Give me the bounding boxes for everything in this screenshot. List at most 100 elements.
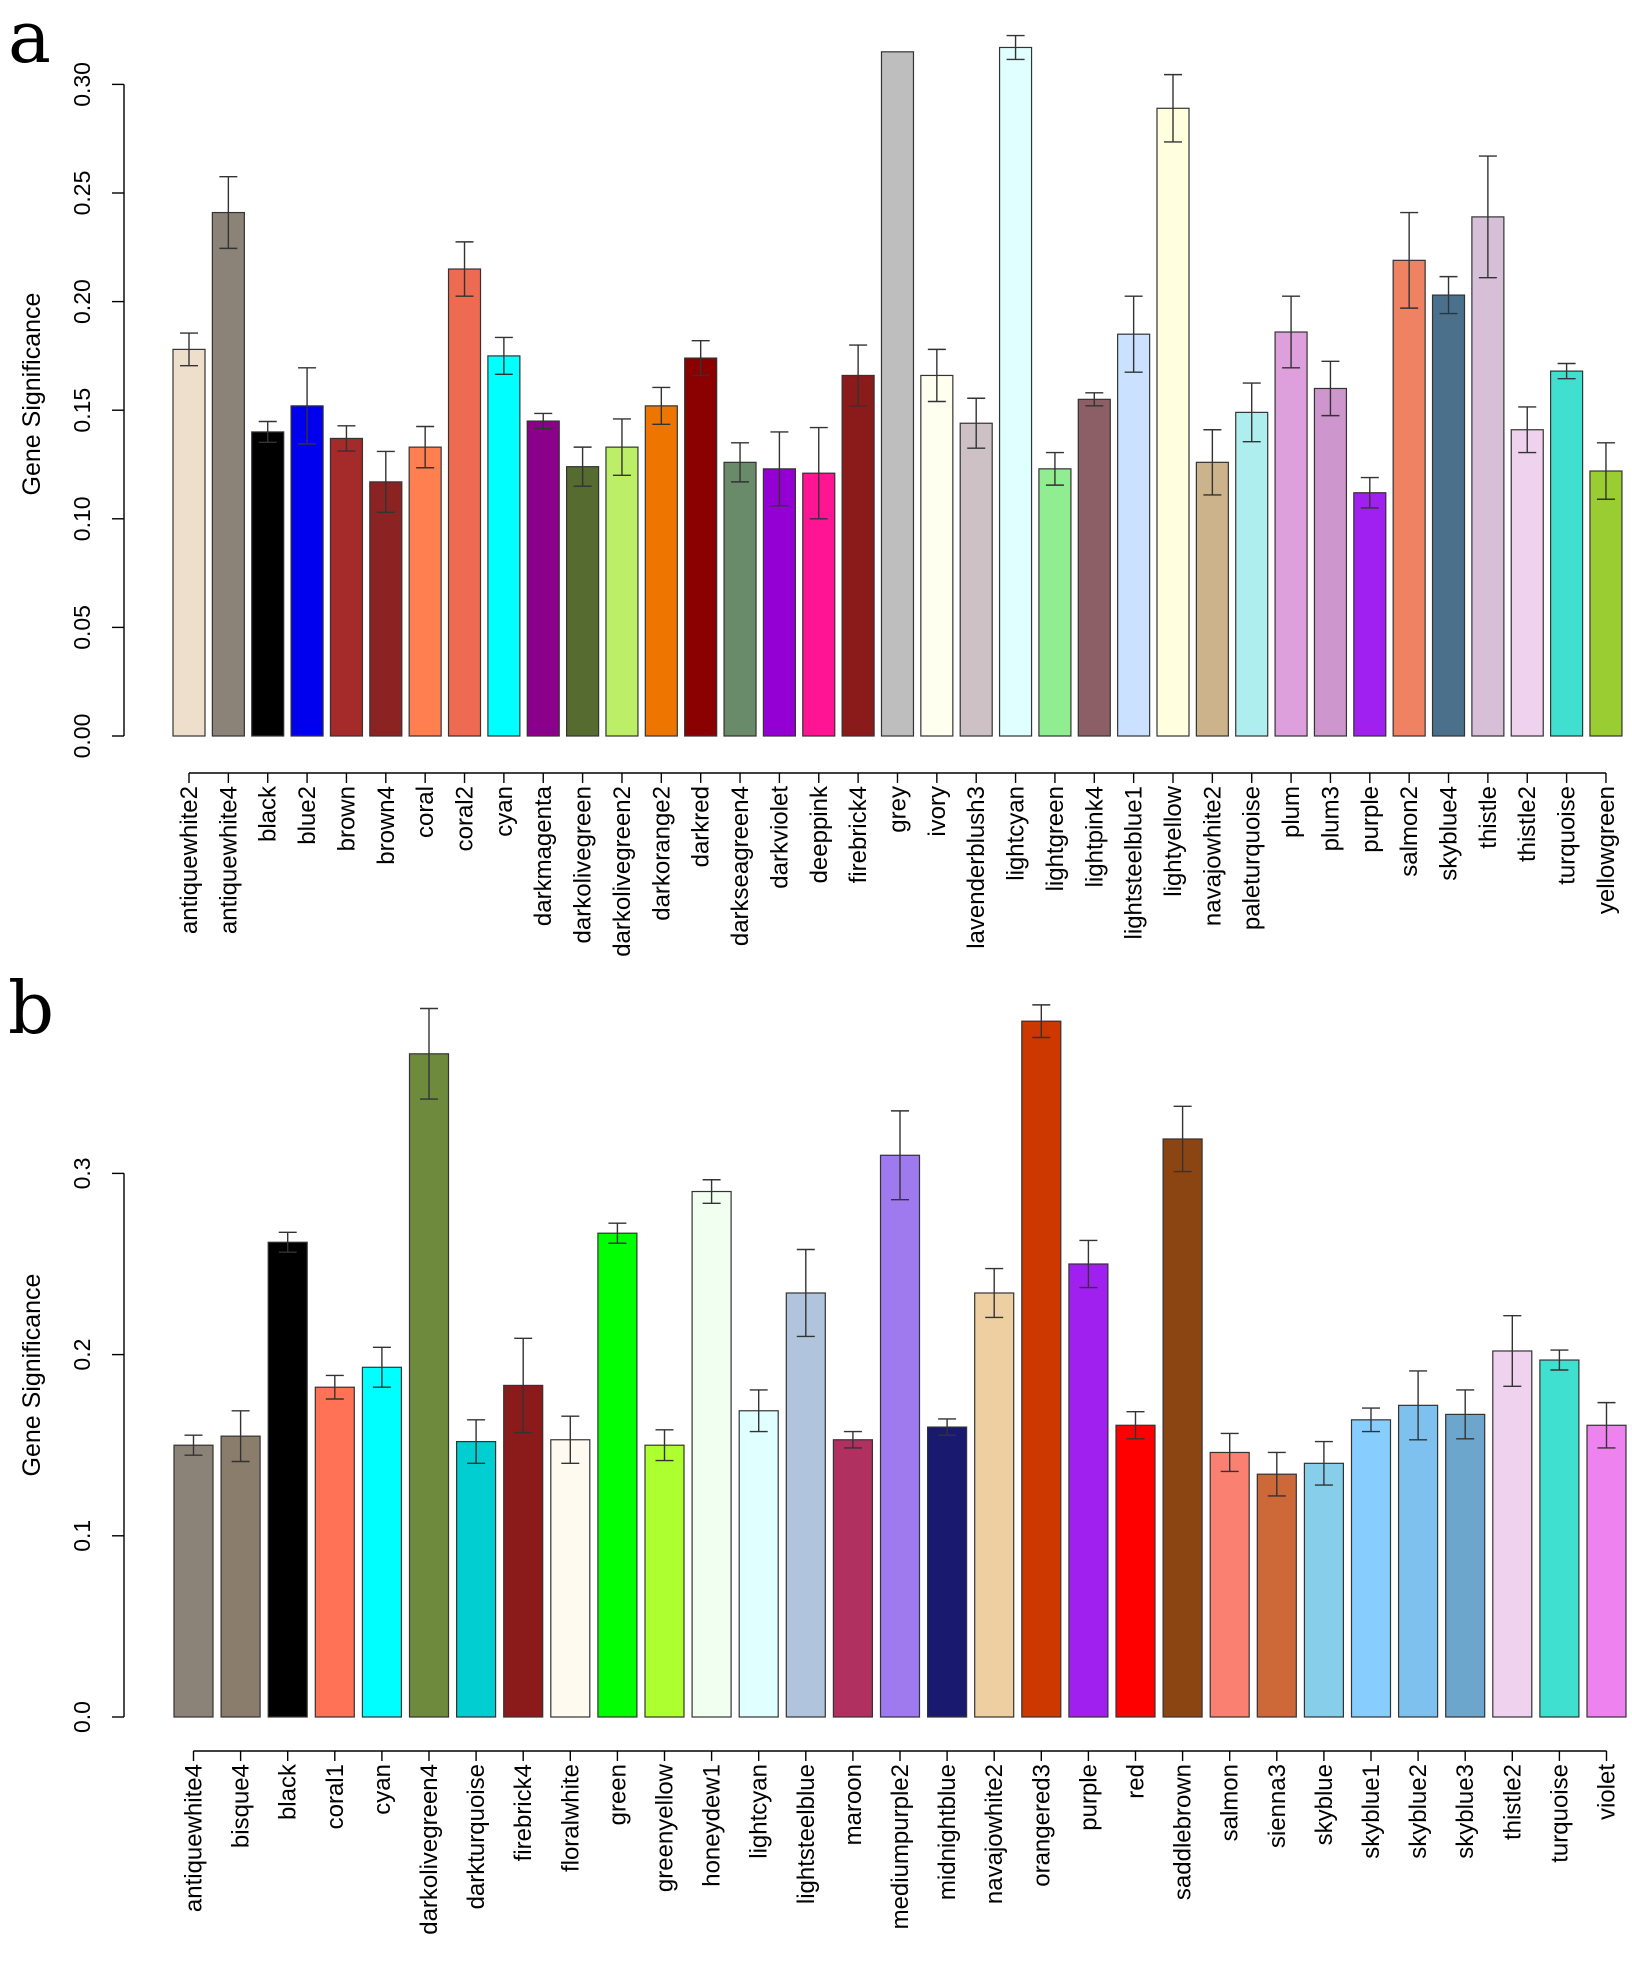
panel-a-category-label-lightgreen: lightgreen bbox=[1042, 786, 1069, 891]
panel-a-bar-darkorange2 bbox=[644, 405, 678, 737]
panel-b-category-label-mediumpurple2: mediumpurple2 bbox=[887, 1764, 914, 1929]
panel-b-category-label-salmon: salmon bbox=[1217, 1764, 1244, 1841]
panel-a-category-label-darkmagenta: darkmagenta bbox=[530, 785, 557, 926]
panel-b-category-label-floralwhite: floralwhite bbox=[557, 1764, 584, 1872]
panel-b-category-label-midnightblue: midnightblue bbox=[934, 1764, 961, 1900]
panel-a-y-tick-label: 0.10 bbox=[69, 496, 95, 541]
panel-b-bar-coral1 bbox=[314, 1386, 355, 1718]
panel-a-bar-darkolivegreen bbox=[565, 466, 600, 737]
panel-a-letter: a bbox=[8, 0, 51, 79]
panel-a-y-tick-label: 0.20 bbox=[69, 279, 95, 324]
panel-a-bar-lightpink4 bbox=[1077, 398, 1111, 737]
panel-a-category-label-black: black bbox=[255, 785, 282, 842]
panel-b-category-label-honeydew1: honeydew1 bbox=[699, 1764, 726, 1887]
panel-a-bar-navajowhite2 bbox=[1195, 461, 1229, 737]
panel-b-category-label-sienna3: sienna3 bbox=[1264, 1764, 1291, 1848]
panel-a-bar-ivory bbox=[920, 374, 954, 737]
panel-a-bar-salmon2 bbox=[1392, 259, 1426, 737]
panel-a-category-label-turquoise: turquoise bbox=[1554, 786, 1581, 885]
panel-b-category-label-navajowhite2: navajowhite2 bbox=[981, 1764, 1008, 1904]
panel-a-bar-coral bbox=[408, 446, 442, 737]
panel-a-category-label-darkseagreen4: darkseagreen4 bbox=[727, 786, 754, 946]
panel-a-bar-lavenderblush3 bbox=[959, 422, 993, 737]
panel-b-category-label-skyblue2: skyblue2 bbox=[1405, 1764, 1432, 1859]
panel-b-bar-darkturquoise bbox=[456, 1440, 497, 1718]
panel-b-category-label-skyblue1: skyblue1 bbox=[1358, 1764, 1385, 1859]
panel-b-category-label-coral1: coral1 bbox=[322, 1764, 349, 1829]
panel-b-category-label-turquoise: turquoise bbox=[1546, 1764, 1573, 1863]
panel-b-category-label-purple: purple bbox=[1075, 1764, 1102, 1831]
panel-b-bar-salmon bbox=[1209, 1451, 1250, 1718]
panel-b-bar-antiquewhite4 bbox=[173, 1444, 214, 1718]
panel-a-bar-lightcyan bbox=[998, 46, 1033, 737]
panel-b-category-label-saddlebrown: saddlebrown bbox=[1170, 1764, 1197, 1900]
panel-b-category-label-red: red bbox=[1123, 1764, 1150, 1799]
panel-a-category-label-lightpink4: lightpink4 bbox=[1081, 786, 1108, 887]
panel-a-bar-darkviolet bbox=[762, 468, 797, 737]
panel-b-category-label-greenyellow: greenyellow bbox=[652, 1763, 679, 1892]
panel-b-bar-skyblue1 bbox=[1350, 1419, 1392, 1718]
panel-b-bar-mediumpurple2 bbox=[879, 1154, 921, 1718]
panel-b-bar-green bbox=[597, 1232, 638, 1718]
panel-b-y-axis-title: Gene Significance bbox=[18, 1274, 46, 1477]
panel-b-bar-red bbox=[1115, 1424, 1156, 1718]
panel-b-bar-darkolivegreen4 bbox=[408, 1053, 450, 1718]
panel-a-bar-antiquewhite4 bbox=[211, 211, 245, 737]
panel-a-category-label-salmon2: salmon2 bbox=[1396, 786, 1423, 877]
panel-b-y-tick-label: 0.2 bbox=[69, 1339, 95, 1371]
panel-a-bar-lightyellow bbox=[1156, 107, 1190, 737]
panel-a-bar-paleturquoise bbox=[1235, 411, 1269, 737]
panel-b-bar-navajowhite2 bbox=[974, 1292, 1015, 1718]
panel-a-bar-grey bbox=[880, 51, 915, 737]
panel-b-bar-saddlebrown bbox=[1162, 1138, 1203, 1718]
panel-b-category-label-violet: violet bbox=[1594, 1764, 1621, 1820]
panel-b-bar-midnightblue bbox=[926, 1426, 968, 1718]
panel-b-bar-firebrick4 bbox=[503, 1384, 544, 1718]
panel-a-bar-cyan bbox=[487, 355, 521, 737]
panel-a-bar-purple bbox=[1353, 492, 1387, 737]
panel-b-bar-skyblue3 bbox=[1445, 1413, 1486, 1718]
panel-a-category-label-navajowhite2: navajowhite2 bbox=[1199, 786, 1226, 926]
panel-b-bar-maroon bbox=[832, 1439, 874, 1718]
panel-a-category-label-lavenderblush3: lavenderblush3 bbox=[963, 786, 990, 949]
panel-a-bar-lightgreen bbox=[1038, 468, 1072, 737]
panel-a-bar-lightsteelblue1 bbox=[1117, 333, 1151, 737]
panel-b-category-label-lightsteelblue: lightsteelblue bbox=[793, 1764, 820, 1904]
panel-a-category-label-darkred: darkred bbox=[688, 786, 715, 867]
panel-a-bar-darkmagenta bbox=[526, 420, 560, 737]
panel-b-category-label-skyblue3: skyblue3 bbox=[1452, 1764, 1479, 1859]
panel-a-category-label-antiquewhite4: antiquewhite4 bbox=[215, 786, 242, 934]
panel-b-bar-thistle2 bbox=[1492, 1350, 1533, 1718]
panel-a-bar-black bbox=[251, 431, 285, 737]
panel-a-bar-darkred bbox=[684, 357, 718, 737]
panel-a-y-axis-title: Gene Significance bbox=[18, 293, 46, 496]
panel-a-category-label-blue2: blue2 bbox=[294, 786, 321, 845]
panel-b-bar-lightsteelblue bbox=[785, 1292, 826, 1718]
panel-a-category-label-deeppink: deeppink bbox=[806, 785, 833, 883]
panel-b-category-label-darkolivegreen4: darkolivegreen4 bbox=[416, 1764, 443, 1935]
panel-a-category-label-firebrick4: firebrick4 bbox=[845, 786, 872, 883]
panel-a-category-label-lightyellow: lightyellow bbox=[1160, 785, 1187, 896]
panel-b-bar-skyblue2 bbox=[1397, 1404, 1439, 1718]
panel-a-bar-skyblue4 bbox=[1431, 294, 1466, 737]
panel-a-bar-darkolivegreen2 bbox=[605, 446, 639, 737]
panel-a-category-label-lightcyan: lightcyan bbox=[1003, 786, 1030, 881]
panel-a-category-label-brown4: brown4 bbox=[373, 786, 400, 865]
panel-b-category-label-darkturquoise: darkturquoise bbox=[463, 1764, 490, 1909]
panel-b-category-label-bisque4: bisque4 bbox=[228, 1764, 255, 1848]
panel-b-bar-turquoise bbox=[1539, 1359, 1580, 1718]
panel-a-y-tick-label: 0.05 bbox=[69, 605, 95, 650]
panel-a-category-label-darkolivegreen: darkolivegreen bbox=[570, 786, 597, 943]
panel-a-bar-blue2 bbox=[290, 405, 324, 737]
panel-a-category-label-darkolivegreen2: darkolivegreen2 bbox=[609, 786, 636, 957]
panel-a-category-label-coral2: coral2 bbox=[452, 786, 479, 851]
panel-a-category-label-brown: brown bbox=[333, 786, 360, 851]
panel-b-category-label-orangered3: orangered3 bbox=[1028, 1764, 1055, 1887]
panel-a-category-label-purple: purple bbox=[1357, 786, 1384, 853]
panel-a-category-label-darkorange2: darkorange2 bbox=[648, 786, 675, 921]
panel-b-bar-lightcyan bbox=[738, 1410, 779, 1718]
panel-b-y-tick-label: 0.3 bbox=[69, 1157, 95, 1189]
panel-a-y-tick-label: 0.30 bbox=[69, 62, 95, 107]
panel-b-bar-sienna3 bbox=[1256, 1473, 1297, 1718]
panel-a-category-label-paleturquoise: paleturquoise bbox=[1239, 786, 1266, 930]
